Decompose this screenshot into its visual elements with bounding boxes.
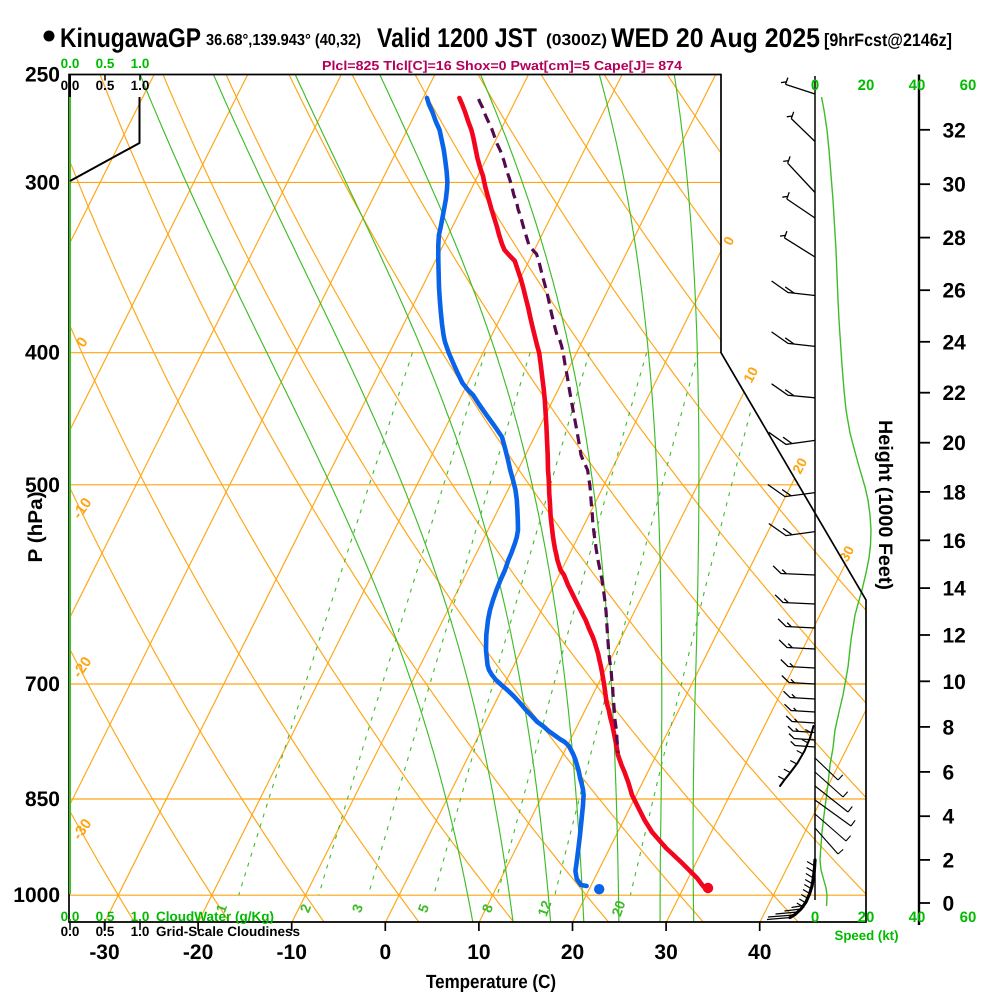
svg-text:400: 400 xyxy=(25,342,60,365)
svg-text:0: 0 xyxy=(379,941,391,964)
svg-text:0: 0 xyxy=(811,77,819,94)
svg-text:4: 4 xyxy=(943,806,955,829)
svg-text:60: 60 xyxy=(960,77,977,94)
svg-text:0.5: 0.5 xyxy=(96,78,115,93)
svg-text:WED 20 Aug 2025: WED 20 Aug 2025 xyxy=(611,23,820,53)
svg-text:-10: -10 xyxy=(277,941,307,964)
svg-text:10: 10 xyxy=(467,941,490,964)
svg-text:1.0: 1.0 xyxy=(131,78,150,93)
svg-text:(0300Z): (0300Z) xyxy=(546,32,607,49)
svg-text:Valid 1200 JST: Valid 1200 JST xyxy=(377,23,537,53)
svg-text:1.0: 1.0 xyxy=(131,56,150,71)
svg-text:300: 300 xyxy=(25,171,60,194)
svg-text:24: 24 xyxy=(943,331,967,354)
svg-text:14: 14 xyxy=(943,578,967,601)
svg-text:2: 2 xyxy=(943,849,955,872)
svg-text:CloudWater (g/Kg): CloudWater (g/Kg) xyxy=(156,909,274,924)
svg-text:Plcl=825 Tlcl[C]=16 Shox=0 Pwa: Plcl=825 Tlcl[C]=16 Shox=0 Pwat[cm]=5 Ca… xyxy=(322,58,683,73)
svg-text:36.68°,139.943° (40,32): 36.68°,139.943° (40,32) xyxy=(206,32,361,49)
svg-text:22: 22 xyxy=(943,382,966,405)
svg-text:Height (1000 Feet): Height (1000 Feet) xyxy=(874,420,896,590)
svg-text:18: 18 xyxy=(943,481,967,504)
svg-text:850: 850 xyxy=(25,788,60,811)
svg-text:8: 8 xyxy=(943,716,955,739)
svg-text:16: 16 xyxy=(943,530,966,553)
svg-text:28: 28 xyxy=(943,227,967,250)
svg-text:Grid-Scale Cloudiness: Grid-Scale Cloudiness xyxy=(156,924,300,939)
svg-text:0.0: 0.0 xyxy=(61,924,80,939)
svg-text:0.5: 0.5 xyxy=(96,909,115,924)
svg-text:0.0: 0.0 xyxy=(61,78,80,93)
svg-text:-20: -20 xyxy=(183,941,213,964)
svg-text:0.5: 0.5 xyxy=(96,924,115,939)
svg-text:20: 20 xyxy=(561,941,584,964)
svg-text:1000: 1000 xyxy=(13,884,60,907)
svg-text:0.0: 0.0 xyxy=(61,909,80,924)
svg-text:1.0: 1.0 xyxy=(131,909,150,924)
svg-text:20: 20 xyxy=(858,909,875,926)
svg-text:20: 20 xyxy=(943,432,966,455)
svg-text:Temperature (C): Temperature (C) xyxy=(426,972,556,993)
svg-text:250: 250 xyxy=(25,64,60,87)
svg-text:26: 26 xyxy=(943,280,966,303)
svg-text:0: 0 xyxy=(811,909,819,926)
svg-text:40: 40 xyxy=(909,909,926,926)
svg-text:12: 12 xyxy=(534,898,554,918)
svg-text:0.0: 0.0 xyxy=(61,56,80,71)
svg-text:1.0: 1.0 xyxy=(131,924,150,939)
svg-text:KinugawaGP: KinugawaGP xyxy=(60,23,201,53)
svg-text:30: 30 xyxy=(654,941,677,964)
svg-text:Speed (kt): Speed (kt) xyxy=(835,928,899,943)
svg-text:40: 40 xyxy=(748,941,771,964)
svg-text:60: 60 xyxy=(960,909,977,926)
svg-text:32: 32 xyxy=(943,119,966,142)
svg-text:700: 700 xyxy=(25,673,60,696)
svg-text:20: 20 xyxy=(608,898,628,918)
svg-text:0: 0 xyxy=(943,893,955,916)
svg-text:40: 40 xyxy=(909,77,926,94)
svg-text:P (hPa): P (hPa) xyxy=(25,492,47,563)
svg-text:20: 20 xyxy=(789,455,811,476)
svg-text:20: 20 xyxy=(858,77,875,94)
svg-text:6: 6 xyxy=(943,761,955,784)
svg-text:[9hrFcst@2146z]: [9hrFcst@2146z] xyxy=(824,30,952,50)
svg-text:10: 10 xyxy=(943,671,966,694)
svg-text:10: 10 xyxy=(740,364,762,385)
svg-text:0.5: 0.5 xyxy=(96,56,115,71)
svg-text:500: 500 xyxy=(25,474,60,497)
svg-text:12: 12 xyxy=(943,625,966,648)
svg-text:-30: -30 xyxy=(89,941,119,964)
svg-text:30: 30 xyxy=(943,174,966,197)
